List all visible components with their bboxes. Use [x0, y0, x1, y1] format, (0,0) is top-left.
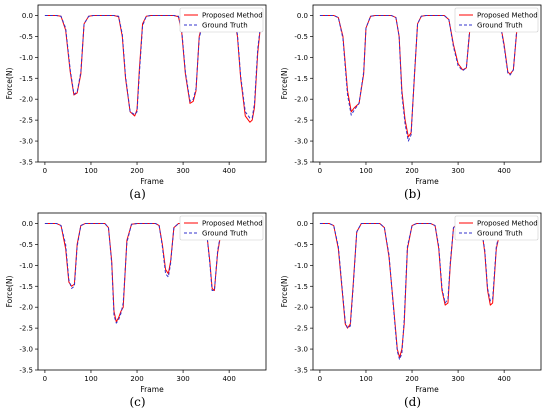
chart-svg: 0 100 200 300 400 0.0 -0.5 -1.0 -1.5 -2.0 -2.5 -3.0… — [5, 212, 267, 394]
y-tick-label: -0.5 — [19, 33, 33, 41]
plot-frame — [312, 212, 542, 371]
x-tick-label: 0 — [318, 375, 322, 383]
x-tick-label: 200 — [405, 375, 418, 383]
x-tick-label: 400 — [497, 375, 510, 383]
chart-panel-d: 0 100 200 300 400 0.0 -0.5 -1.0 -1.5 -2.0 -2.5 -3.0… — [275, 208, 550, 416]
y-tick-label: -2.5 — [294, 325, 308, 333]
x-tick-label: 0 — [43, 167, 47, 175]
legend-label: Ground Truth — [477, 230, 523, 238]
y-tick-label: 0.0 — [297, 220, 308, 228]
y-tick-label: 0.0 — [22, 220, 33, 228]
y-tick-label: -3.5 — [19, 367, 33, 375]
y-axis-title: Force(N) — [5, 68, 14, 100]
y-tick-label: -3.0 — [19, 138, 33, 146]
y-tick-label: 0.0 — [22, 12, 33, 20]
y-tick-label: -1.5 — [294, 75, 308, 83]
y-tick-label: -1.0 — [294, 262, 308, 270]
y-tick-label: -3.0 — [19, 346, 33, 354]
plot-frame — [37, 4, 267, 163]
legend-label: Ground Truth — [202, 230, 248, 238]
x-tick-label: 0 — [318, 167, 322, 175]
x-axis-title: Frame — [415, 177, 439, 186]
y-axis-title: Force(N) — [280, 68, 289, 100]
x-tick-label: 400 — [222, 375, 235, 383]
x-tick-label: 300 — [451, 375, 464, 383]
series-line-proposed-method — [319, 14, 524, 138]
series-line-ground-truth — [319, 14, 524, 142]
y-tick-label: -0.5 — [294, 33, 308, 41]
x-tick-label: 100 — [84, 167, 97, 175]
legend-label: Ground Truth — [477, 22, 523, 30]
y-tick-label: -2.5 — [19, 117, 33, 125]
chart-panel-b: 0 100 200 300 400 0.0 -0.5 -1.0 -1.5 -2.0 -2.5 -3.0… — [275, 0, 550, 208]
y-tick-label: -1.0 — [19, 262, 33, 270]
plot-frame — [37, 212, 267, 371]
y-tick-label: -3.5 — [294, 159, 308, 167]
chart-panel-c: 0 100 200 300 400 0.0 -0.5 -1.0 -1.5 -2.0 -2.5 -3.0… — [0, 208, 275, 416]
chart-svg: 0 100 200 300 400 0.0 -0.5 -1.0 -1.5 -2.0 -2.5 -3.0… — [280, 4, 542, 186]
series-line-ground-truth — [319, 222, 532, 361]
x-tick-label: 400 — [497, 167, 510, 175]
y-tick-label: -2.5 — [294, 117, 308, 125]
x-axis-title: Frame — [140, 385, 164, 394]
y-tick-label: -2.0 — [19, 96, 33, 104]
caption-c: (c) — [129, 395, 146, 409]
x-tick-label: 0 — [43, 375, 47, 383]
legend-label: Proposed Method — [202, 12, 263, 20]
legend-box — [179, 215, 264, 241]
y-axis-title: Force(N) — [280, 276, 289, 308]
y-tick-label: -2.5 — [19, 325, 33, 333]
x-tick-label: 300 — [176, 375, 189, 383]
legend-label: Proposed Method — [477, 220, 538, 228]
y-tick-label: -3.0 — [294, 346, 308, 354]
chart-svg: 0 100 200 300 400 0.0 -0.5 -1.0 -1.5 -2.0 -2.5 -3.0… — [5, 4, 267, 186]
y-tick-label: -1.5 — [19, 75, 33, 83]
caption-a: (a) — [129, 187, 146, 201]
y-axis-title: Force(N) — [5, 276, 14, 308]
x-axis-title: Frame — [140, 177, 164, 186]
y-tick-label: -0.5 — [294, 241, 308, 249]
y-tick-label: -3.5 — [19, 159, 33, 167]
x-tick-label: 100 — [84, 375, 97, 383]
legend-label: Proposed Method — [202, 220, 263, 228]
caption-d: (d) — [403, 395, 422, 409]
x-tick-label: 200 — [130, 167, 143, 175]
legend-box — [179, 7, 264, 33]
legend-box — [454, 7, 539, 33]
y-tick-label: -0.5 — [19, 241, 33, 249]
y-tick-label: -1.5 — [19, 283, 33, 291]
caption-b: (b) — [403, 187, 422, 201]
x-tick-label: 200 — [130, 375, 143, 383]
legend-label: Ground Truth — [202, 22, 248, 30]
x-tick-label: 400 — [222, 167, 235, 175]
y-tick-label: -1.0 — [19, 54, 33, 62]
chart-svg: 0 100 200 300 400 0.0 -0.5 -1.0 -1.5 -2.0 -2.5 -3.0… — [280, 212, 542, 394]
y-tick-label: -2.0 — [19, 304, 33, 312]
y-tick-label: -1.5 — [294, 283, 308, 291]
y-tick-label: 0.0 — [297, 12, 308, 20]
y-tick-label: -3.5 — [294, 367, 308, 375]
legend-label: Proposed Method — [477, 12, 538, 20]
x-tick-label: 200 — [405, 167, 418, 175]
series-line-ground-truth — [44, 14, 262, 119]
y-tick-label: -2.0 — [294, 96, 308, 104]
series-line-ground-truth — [44, 222, 257, 324]
x-tick-label: 300 — [176, 167, 189, 175]
chart-panel-a: 0 100 200 300 400 0.0 -0.5 -1.0 -1.5 -2.0 -2.5 -3.0… — [0, 0, 275, 208]
x-tick-label: 100 — [359, 167, 372, 175]
y-tick-label: -1.0 — [294, 54, 308, 62]
x-tick-label: 100 — [359, 375, 372, 383]
series-line-proposed-method — [319, 222, 532, 358]
y-tick-label: -3.0 — [294, 138, 308, 146]
legend-box — [454, 215, 539, 241]
x-axis-title: Frame — [415, 385, 439, 394]
plot-frame — [312, 4, 542, 163]
y-tick-label: -2.0 — [294, 304, 308, 312]
x-tick-label: 300 — [451, 167, 464, 175]
